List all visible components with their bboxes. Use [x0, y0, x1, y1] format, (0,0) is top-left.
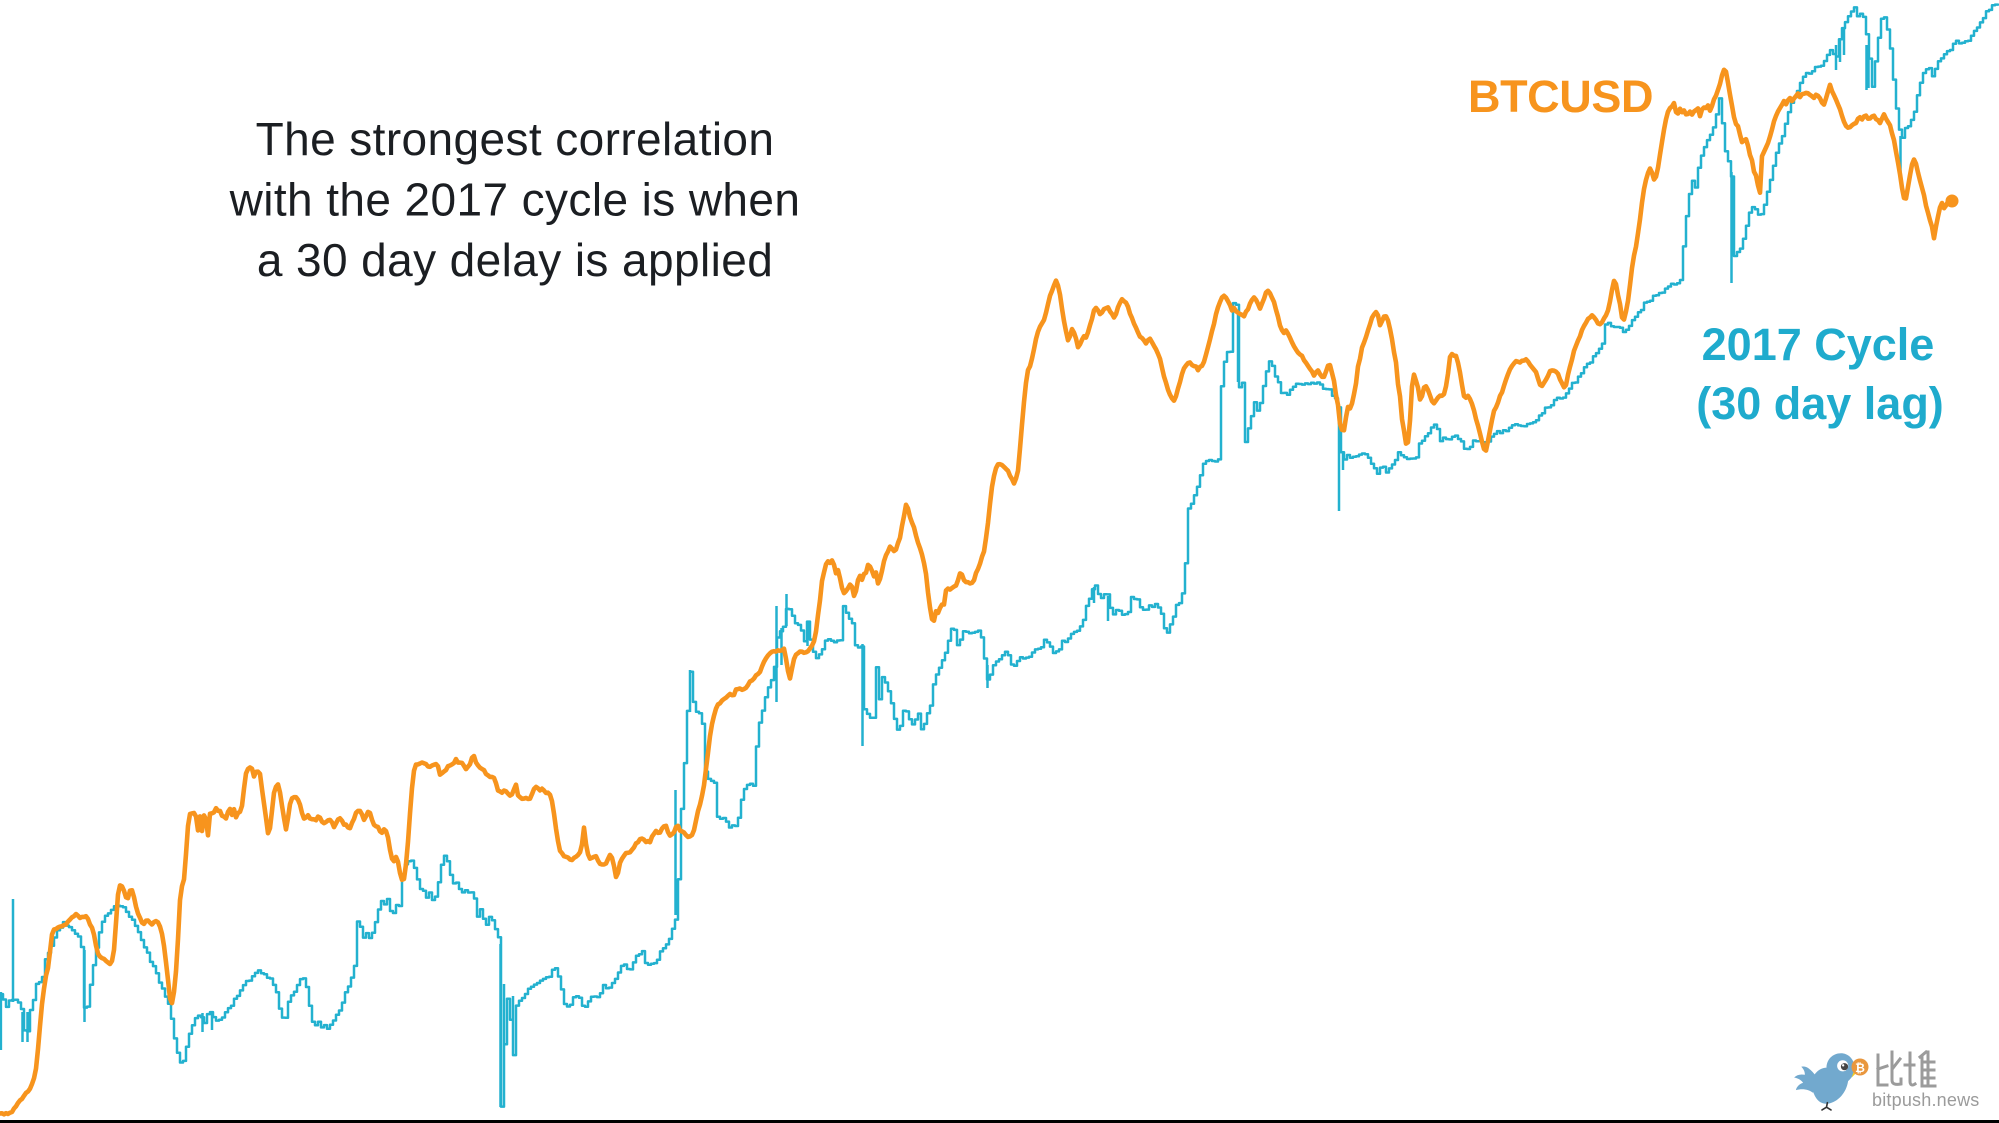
svg-text:BTCUSD: BTCUSD	[1468, 71, 1653, 122]
svg-text:The strongest correlation: The strongest correlation	[256, 113, 775, 165]
svg-text:bitpush.news: bitpush.news	[1872, 1090, 1979, 1110]
svg-text:2017 Cycle: 2017 Cycle	[1702, 319, 1935, 370]
svg-text:a 30 day delay is applied: a 30 day delay is applied	[257, 234, 773, 286]
svg-text:(30 day lag): (30 day lag)	[1696, 378, 1944, 429]
svg-text:with the 2017 cycle is when: with the 2017 cycle is when	[229, 174, 801, 226]
svg-text:₿: ₿	[1855, 1061, 1865, 1075]
